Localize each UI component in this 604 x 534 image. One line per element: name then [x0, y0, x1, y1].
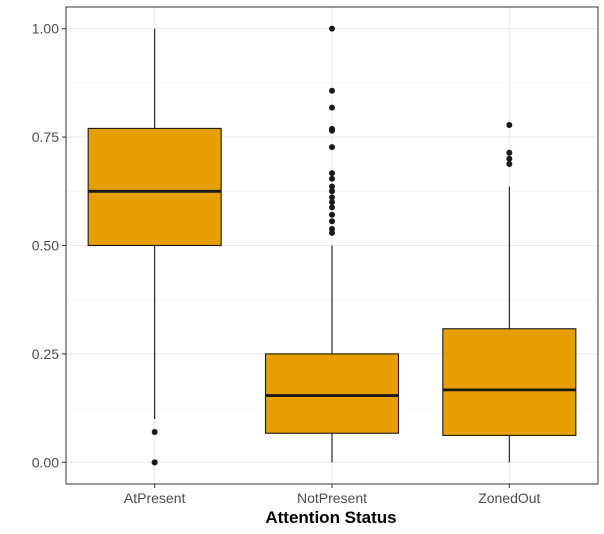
- outlier-point: [329, 170, 335, 177]
- outlier-point: [329, 144, 335, 151]
- outlier-point: [151, 428, 158, 435]
- outlier-point: [329, 25, 335, 32]
- outlier-point: [329, 87, 335, 94]
- axis-layer: 0.00 0.25 0.50 0.75 1.00 AtPresent NotPresent Z…: [32, 21, 541, 506]
- outlier-point: [329, 211, 335, 218]
- x-tick-label: AtPresent: [124, 490, 186, 506]
- box-layer: [87, 25, 577, 466]
- y-tick-label: 0.00: [32, 454, 59, 470]
- outlier-point: [506, 160, 513, 167]
- box-group: [264, 25, 400, 463]
- outlier-point: [329, 229, 335, 236]
- outlier-point: [329, 127, 335, 134]
- outlier-point: [329, 104, 335, 111]
- x-tick-label: NotPresent: [297, 490, 367, 506]
- box-group: [442, 121, 577, 463]
- x-axis-title: Attention Status: [265, 508, 396, 527]
- y-tick-label: 1.00: [32, 21, 59, 37]
- y-tick-label: 0.50: [32, 238, 59, 254]
- outlier-point: [506, 155, 513, 162]
- outlier-point: [151, 459, 158, 466]
- outlier-point: [329, 204, 335, 211]
- outlier-point: [329, 188, 335, 195]
- x-tick-label: ZonedOut: [478, 490, 540, 506]
- box-group: [87, 28, 222, 466]
- box-iqr: [442, 328, 577, 436]
- y-tick-label: 0.75: [32, 129, 59, 145]
- outlier-point: [329, 175, 335, 182]
- box-iqr: [264, 353, 400, 434]
- outlier-point: [329, 199, 335, 206]
- box-iqr: [87, 127, 222, 247]
- outlier-point: [329, 194, 335, 201]
- outlier-point: [329, 218, 335, 225]
- y-tick-label: 0.25: [32, 346, 59, 362]
- outlier-point: [506, 121, 513, 128]
- outlier-point: [506, 149, 513, 156]
- outlier-point: [329, 183, 335, 190]
